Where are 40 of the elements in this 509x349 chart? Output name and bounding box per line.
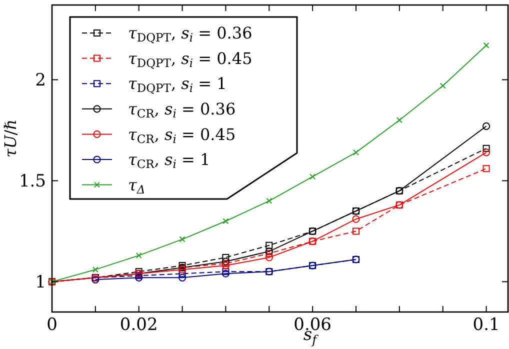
point xyxy=(482,148,490,156)
point xyxy=(482,165,490,172)
legend-label: τ$_{DQPT}$, s$_{i}$ = 0.36 xyxy=(128,24,252,46)
point xyxy=(396,117,402,124)
point xyxy=(222,258,230,266)
point xyxy=(222,270,230,278)
point xyxy=(266,198,272,204)
point xyxy=(353,149,359,156)
y-tick-label: 1 xyxy=(35,272,46,293)
legend-label: τ$_{CR}$, s$_{i}$ = 0.36 xyxy=(128,100,236,121)
legend-label: τ$_{DQPT}$, s$_{i}$ = 1 xyxy=(128,74,227,96)
point xyxy=(222,260,230,268)
legend-label: τ$_{CR}$, s$_{i}$ = 0.45 xyxy=(128,124,236,146)
point xyxy=(222,218,229,224)
point xyxy=(178,274,186,282)
legend-label: τ$_{CR}$, s$_{i}$ = 1 xyxy=(128,150,210,172)
legend-label: τ$_{DQPT}$, s$_{i}$ = 0.45 xyxy=(128,48,252,70)
x-tick-label: 0.1 xyxy=(472,315,500,335)
legend-label: τ$_{Δ}$ xyxy=(128,175,146,197)
y-tick-label: 1.5 xyxy=(18,172,46,192)
x-tick-label: 0.02 xyxy=(120,315,158,335)
point xyxy=(310,174,316,180)
point xyxy=(352,228,360,235)
point xyxy=(92,266,98,273)
point xyxy=(135,274,143,282)
point xyxy=(483,42,490,48)
point xyxy=(179,236,186,242)
y-axis-title: τU/ℏ xyxy=(1,119,20,158)
point xyxy=(482,144,490,152)
x-tick-label: 0 xyxy=(46,315,58,335)
point xyxy=(222,262,230,270)
point xyxy=(136,252,142,258)
point xyxy=(266,242,273,249)
point xyxy=(440,82,446,89)
y-tick-label: 2 xyxy=(35,70,46,91)
point xyxy=(178,270,186,278)
point xyxy=(482,122,490,130)
point xyxy=(265,254,273,262)
point xyxy=(222,268,230,276)
point xyxy=(352,215,360,223)
